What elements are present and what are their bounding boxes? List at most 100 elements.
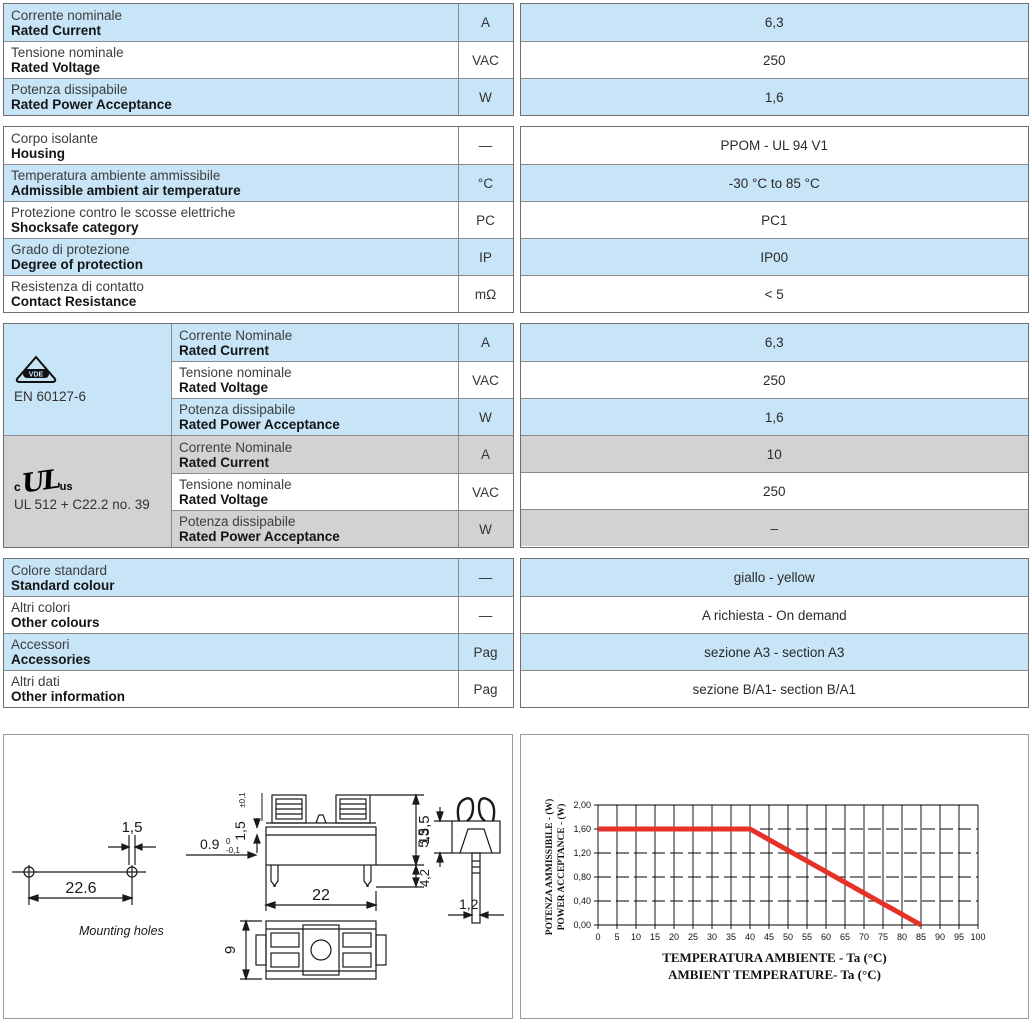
label-en: Degree of protection: [11, 257, 144, 272]
cul-logo-icon: c UL us: [14, 464, 73, 500]
spec-row: Protezione contro le scosse elettriche Sh…: [4, 201, 513, 238]
ul-group: c UL us UL 512 + C22.2 no. 39 Corrente Nom…: [4, 435, 513, 547]
ratings-values: 6,3 250 1,6: [519, 3, 1029, 116]
spec-row: Grado di protezione Degree of protection …: [4, 238, 513, 275]
x-axis-title-it: TEMPERATURA AMBIENTE - Ta (°C): [662, 950, 887, 965]
spec-row: Altri dati Other information Pag: [4, 670, 513, 707]
approvals-values: 6,3 250 1,6 10 250 –: [519, 323, 1029, 548]
svg-text:75: 75: [877, 932, 887, 942]
approvals-table: VDE EN 60127-6 Corrente Nominale Rated Cu…: [3, 323, 1029, 548]
label-it: Grado di protezione: [11, 242, 130, 257]
label-it: Protezione contro le scosse elettriche: [11, 205, 236, 220]
label-it: Temperatura ambiente ammissibile: [11, 168, 221, 183]
options-table: Colore standard Standard colour — Altri c…: [3, 558, 1029, 708]
value-cell: 250: [762, 372, 786, 388]
dim-pin-length: 4,2: [417, 869, 432, 887]
vde-approval-cell: VDE EN 60127-6: [4, 324, 172, 435]
unit-cell: —: [457, 559, 513, 596]
spec-row: Corrente Nominale Rated Current A: [172, 324, 513, 361]
value-cell: –: [770, 520, 778, 536]
value-cell: 250: [762, 52, 786, 68]
label-it: Corrente nominale: [11, 7, 123, 23]
value-cell: sezione B/A1- section B/A1: [692, 681, 857, 697]
value-cell: 6,3: [764, 335, 784, 350]
svg-text:1,20: 1,20: [573, 848, 591, 858]
bottom-section: 1,5 22.6 Mounting holes 1,5 ±0,1 0.9 0 -…: [3, 734, 1029, 1019]
value-cell: A richiesta - On demand: [701, 607, 847, 623]
unit-cell: VAC: [457, 362, 513, 398]
svg-text:20: 20: [668, 932, 678, 942]
unit-cell: W: [457, 79, 513, 115]
spec-row: Potenza dissipabile Rated Power Acceptanc…: [4, 78, 513, 115]
label-it: Corrente Nominale: [179, 439, 293, 455]
label-en: Rated Current: [179, 342, 270, 358]
svg-text:0,40: 0,40: [573, 896, 591, 906]
vde-standard: EN 60127-6: [14, 389, 87, 404]
value-cell: < 5: [764, 286, 784, 302]
svg-text:35: 35: [725, 932, 735, 942]
label-en: Rated Power Acceptance: [179, 417, 340, 432]
svg-text:55: 55: [801, 932, 811, 942]
y-axis-title-it: POTENZA AMMISSIBILE - (W): [544, 799, 555, 935]
dim-body-width: 22: [312, 887, 330, 904]
unit-cell: Pag: [457, 671, 513, 707]
dim-hole-spacing: 22.6: [65, 880, 96, 897]
dim-body-height: 13,5: [416, 815, 433, 844]
label-it: Altri dati: [11, 674, 60, 689]
spec-row: Potenza dissipabile Rated Power Acceptanc…: [172, 398, 513, 435]
ratings-labels: Corrente nominale Rated Current A Tension…: [3, 3, 514, 116]
dim-thickness-tol-bot: -0,1: [226, 846, 240, 855]
label-en: Rated Voltage: [179, 492, 269, 507]
svg-text:0,80: 0,80: [573, 872, 591, 882]
spec-row: Tensione nominale Rated Voltage VAC: [172, 361, 513, 398]
spec-row: Altri colori Other colours —: [4, 596, 513, 633]
label-it: Resistenza di contatto: [11, 279, 144, 294]
spec-row: Corpo isolante Housing —: [4, 127, 513, 164]
value-cell: 1,6: [764, 89, 784, 105]
dim-slot-tol: ±0,1: [238, 792, 247, 808]
unit-cell: —: [457, 127, 513, 164]
characteristics-labels: Corpo isolante Housing — Temperatura ambi…: [3, 126, 514, 313]
svg-text:10: 10: [630, 932, 640, 942]
y-axis-title-en: POWER ACCEPTANCE - (W): [556, 804, 567, 931]
label-it: Altri colori: [11, 600, 71, 615]
technical-drawing: 1,5 22.6 Mounting holes 1,5 ±0,1 0.9 0 -…: [12, 792, 504, 981]
label-it: Corrente Nominale: [179, 327, 293, 343]
label-en: Other colours: [11, 615, 100, 630]
vde-group: VDE EN 60127-6 Corrente Nominale Rated Cu…: [4, 324, 513, 435]
label-it: Accessori: [11, 637, 70, 652]
unit-cell: IP: [457, 239, 513, 275]
label-en: Rated Current: [11, 22, 102, 38]
characteristics-table: Corpo isolante Housing — Temperatura ambi…: [3, 126, 1029, 313]
options-values: giallo - yellow A richiesta - On demand …: [519, 558, 1029, 708]
svg-text:90: 90: [934, 932, 944, 942]
label-en: Rated Current: [179, 454, 270, 470]
derating-chart-box: POTENZA AMMISSIBILE - (W) POWER ACCEPTAN…: [520, 734, 1029, 1019]
dim-thickness-tol-top: 0: [226, 837, 231, 846]
label-it: Potenza dissipabile: [179, 402, 296, 417]
dim-thickness: 0.9: [200, 836, 220, 852]
x-axis-title-en: AMBIENT TEMPERATURE- Ta (°C): [668, 967, 881, 982]
svg-text:1,60: 1,60: [573, 824, 591, 834]
label-it: Tensione nominale: [179, 365, 292, 380]
unit-cell: PC: [457, 202, 513, 238]
unit-cell: °C: [457, 165, 513, 201]
dim-pin-width: 1,2: [459, 896, 479, 912]
value-cell: PC1: [761, 212, 788, 228]
spec-row: Potenza dissipabile Rated Power Acceptanc…: [172, 510, 513, 547]
unit-cell: W: [457, 399, 513, 435]
label-en: Contact Resistance: [11, 294, 137, 309]
svg-text:40: 40: [744, 932, 754, 942]
label-it: Potenza dissipabile: [179, 514, 296, 529]
value-cell: 6,3: [764, 15, 784, 30]
approvals-labels: VDE EN 60127-6 Corrente Nominale Rated Cu…: [3, 323, 514, 548]
dim-slot: 1,5: [232, 821, 248, 841]
unit-cell: —: [457, 597, 513, 633]
spec-row: Resistenza di contatto Contact Resistance…: [4, 275, 513, 312]
svg-text:25: 25: [687, 932, 697, 942]
value-cell: sezione A3 - section A3: [704, 644, 845, 660]
svg-text:30: 30: [706, 932, 716, 942]
unit-cell: A: [457, 436, 513, 473]
svg-text:50: 50: [782, 932, 792, 942]
dim-clip-height: 5,5: [415, 828, 431, 848]
